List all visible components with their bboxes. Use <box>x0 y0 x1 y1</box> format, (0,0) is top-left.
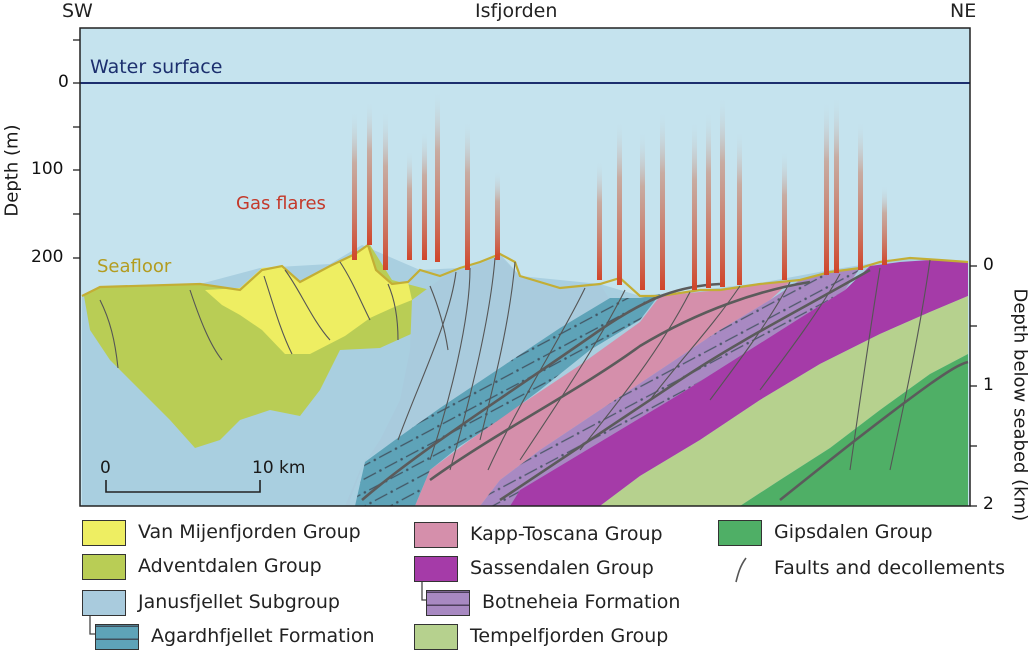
legend-swatch <box>82 520 126 546</box>
legend-swatch <box>414 624 458 650</box>
right-tick-0: 0 <box>983 255 994 275</box>
gas-flare <box>824 100 829 275</box>
gas-flare <box>737 130 742 285</box>
gas-flare <box>407 150 412 260</box>
legend-label: Sassendalen Group <box>470 557 654 579</box>
gas-flare <box>383 110 388 270</box>
fault-symbol-icon <box>718 554 762 584</box>
legend-swatch <box>414 522 458 548</box>
water-surface-label: Water surface <box>90 56 222 78</box>
gas-flare <box>367 100 372 245</box>
gas-flare <box>597 160 602 280</box>
legend-swatch <box>95 624 139 650</box>
legend-swatch <box>718 520 762 546</box>
gas-flare <box>422 130 427 260</box>
legend-label: Janusfjellet Subgroup <box>138 591 340 613</box>
legend-label: Adventdalen Group <box>138 555 322 577</box>
gas-flare <box>660 110 665 290</box>
gas-flare <box>495 170 500 260</box>
gas-flare <box>834 95 839 273</box>
legend-label: Van Mijenfjorden Group <box>138 521 361 543</box>
left-tick-200: 200 <box>31 247 63 267</box>
gas-flare <box>352 110 357 260</box>
legend-swatch <box>414 556 458 582</box>
legend-label: Faults and decollements <box>774 557 1005 579</box>
gas-flare <box>706 110 711 288</box>
gas-flare <box>858 120 863 270</box>
gas-flare <box>640 130 645 290</box>
gas-flare <box>692 120 697 290</box>
right-tick-2: 2 <box>983 494 994 514</box>
scale-start-label: 0 <box>100 458 111 478</box>
right-axis-title: Depth below seabed (km) <box>1010 289 1028 509</box>
legend-label: Gipsdalen Group <box>774 521 933 543</box>
right-axis-ticks <box>970 266 977 506</box>
gas-flare <box>882 185 887 265</box>
gas-flare <box>465 120 470 270</box>
gas-flares-label: Gas flares <box>236 193 326 214</box>
legend-label: Agardhfjellet Formation <box>151 625 375 647</box>
gas-flare <box>617 120 622 285</box>
left-axis-ticks <box>73 40 80 258</box>
legend-label: Kapp-Toscana Group <box>470 523 663 545</box>
gas-flare <box>720 95 725 287</box>
left-tick-0: 0 <box>58 72 69 92</box>
gas-flare <box>782 150 787 280</box>
gas-flare <box>435 90 440 262</box>
scale-end-label: 10 km <box>252 458 305 478</box>
legend-label: Tempelfjorden Group <box>470 625 668 647</box>
left-tick-100: 100 <box>31 159 63 179</box>
legend-swatch <box>82 554 126 580</box>
legend-swatch <box>426 590 470 616</box>
seafloor-label: Seafloor <box>97 256 171 277</box>
left-axis-title: Depth (m) <box>2 124 23 216</box>
right-tick-1: 1 <box>983 375 994 395</box>
legend-swatch <box>82 590 126 616</box>
legend-label: Botneheia Formation <box>482 591 680 613</box>
